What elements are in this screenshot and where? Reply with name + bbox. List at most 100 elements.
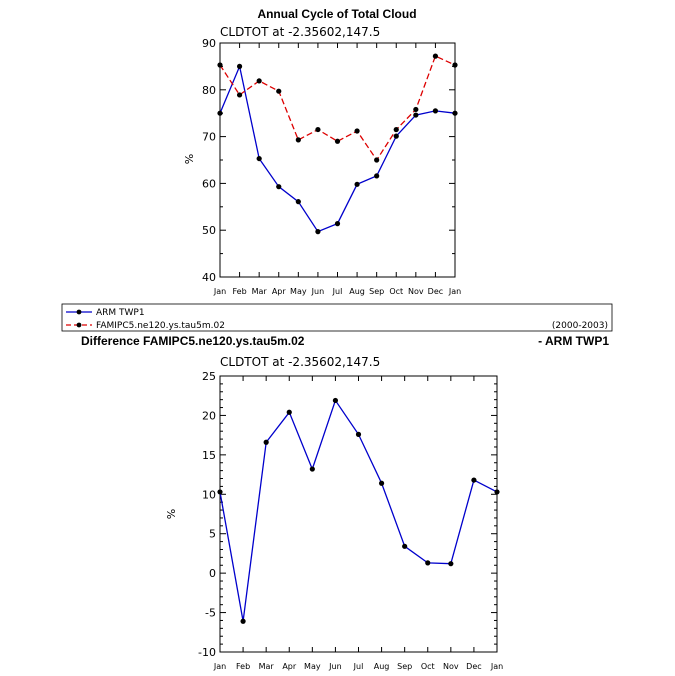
top-chart-series-0-point — [295, 199, 301, 205]
top-chart-series-0-point — [432, 108, 439, 114]
top-chart-xtick-label: Sep — [369, 287, 384, 296]
top-chart-series-1-point — [276, 88, 282, 94]
bottom-chart-xtick-label: Oct — [421, 662, 435, 671]
top-chart-series-0-point — [393, 133, 399, 139]
top-chart-title: Annual Cycle of Total Cloud — [257, 7, 416, 21]
bottom-chart-xtick-label: Jan — [490, 662, 503, 671]
bottom-chart-series-0-point — [402, 543, 408, 549]
top-chart-xtick-label: May — [290, 287, 307, 296]
bottom-chart-ytick-label: 20 — [202, 409, 216, 422]
legend-marker-famip — [76, 322, 82, 328]
top-chart-xtick-label: Mar — [252, 287, 268, 296]
legend-marker-arm — [76, 309, 82, 315]
bottom-chart-xtick-label: Jan — [213, 662, 226, 671]
bottom-chart-series-0-point — [217, 489, 223, 495]
top-chart-xtick-label: Apr — [272, 287, 287, 296]
bottom-chart-xtick-label: Feb — [236, 662, 250, 671]
bottom-chart-series — [217, 397, 500, 624]
legend-box — [61, 303, 613, 332]
bottom-chart-series-0-point — [494, 489, 500, 495]
top-chart-xtick-label: Jul — [332, 287, 343, 296]
bottom-chart-series-0-point — [378, 480, 385, 486]
bottom-chart-series-0-point — [355, 431, 362, 437]
top-chart-series-0-point — [315, 229, 321, 235]
top-chart-ylabel: % — [183, 154, 196, 164]
top-chart-series-0-point — [217, 110, 223, 116]
bottom-chart-axes: Jan Feb Mar Apr May Jun Jul Aug Sep Oct Nov Dec Jan -… — [198, 370, 503, 671]
top-chart-series-1-point — [315, 126, 321, 133]
top-chart-xtick-label: Oct — [389, 287, 403, 296]
top-chart-series-0-point — [256, 155, 262, 162]
legend-label-arm: ARM TWP1 — [96, 308, 145, 318]
bottom-chart-series-0-point — [240, 618, 246, 624]
top-chart-series-0-point — [236, 63, 243, 69]
top-chart-series-1-point — [432, 53, 439, 59]
bottom-chart-ytick-label: 15 — [202, 449, 216, 462]
top-chart-series-1-point — [217, 62, 223, 68]
bottom-chart-series-0-point — [286, 409, 292, 415]
bottom-chart-series-0-point — [448, 561, 454, 567]
bottom-chart-xtick-label: Dec — [466, 662, 481, 671]
top-chart-xtick-label: Jan — [213, 287, 226, 296]
bottom-chart-ytick-label: 10 — [202, 488, 216, 501]
top-chart-axes: Jan Feb Mar Apr May Jun Jul Aug Sep Oct Nov Dec Jan 4… — [202, 37, 461, 296]
bottom-chart-ytick-label: 0 — [209, 567, 216, 580]
top-chart-series-1-point — [354, 128, 360, 134]
bottom-chart-xtick-label: Apr — [282, 662, 297, 671]
top-chart-ytick-label: 80 — [202, 84, 216, 97]
bottom-chart-series-0-point — [309, 466, 315, 472]
top-chart-series-1-point — [413, 106, 419, 113]
top-chart-series-1-point — [334, 138, 341, 144]
bottom-chart-subtitle: CLDTOT at -2.35602,147.5 — [220, 355, 380, 369]
bottom-chart-title-right: - ARM TWP1 — [538, 334, 609, 348]
top-chart-series-line-0 — [219, 64, 456, 233]
top-chart-series-0-point — [413, 112, 419, 118]
top-chart-series-0-point — [374, 173, 380, 179]
bottom-chart-series-0-point — [471, 477, 477, 483]
bottom-chart-ytick-label: 5 — [209, 528, 216, 541]
top-chart-series — [217, 53, 458, 235]
top-chart-xtick-label: Jun — [311, 287, 325, 296]
top-chart-series-0-point — [276, 184, 282, 190]
bottom-chart-plot-frame — [219, 375, 498, 653]
bottom-chart-xtick-label: Nov — [443, 662, 459, 671]
legend-label-famip: FAMIPC5.ne120.ys.tau5m.02 — [96, 321, 225, 331]
top-chart-series-0-point — [354, 181, 360, 187]
top-chart-ytick-label: 60 — [202, 177, 216, 190]
bottom-chart-xtick-label: Aug — [374, 662, 390, 671]
top-chart-xtick-label: Aug — [349, 287, 365, 296]
bottom-chart-ylabel: % — [165, 509, 178, 519]
bottom-chart-ytick-label: 25 — [202, 370, 216, 383]
top-chart-xtick-label: Nov — [408, 287, 424, 296]
top-chart-xtick-label: Jan — [448, 287, 461, 296]
bottom-chart-series-0-point — [332, 397, 339, 404]
bottom-chart-xtick-label: Sep — [397, 662, 412, 671]
top-chart-ytick-label: 40 — [202, 271, 216, 284]
bottom-chart-xtick-label: Jun — [328, 662, 342, 671]
top-chart-series-line-1 — [219, 55, 456, 162]
bottom-chart-series-0-point — [425, 560, 431, 566]
bottom-chart-xtick-label: Jul — [353, 662, 364, 671]
top-chart-plot-frame — [219, 42, 456, 278]
top-chart-ytick-label: 50 — [202, 224, 216, 237]
bottom-chart-series-0-point — [263, 439, 269, 445]
top-chart-series-1-point — [236, 92, 243, 98]
bottom-chart-xtick-label: Mar — [259, 662, 275, 671]
top-chart-ytick-label: 70 — [202, 131, 216, 144]
top-chart-xtick-label: Dec — [428, 287, 443, 296]
bottom-chart-xtick-label: May — [304, 662, 321, 671]
top-chart-series-1-point — [374, 157, 380, 163]
top-chart-ytick-label: 90 — [202, 37, 216, 50]
bottom-chart-title: Difference FAMIPC5.ne120.ys.tau5m.02 — [81, 334, 305, 348]
bottom-chart-ytick-label: -10 — [198, 646, 216, 659]
top-chart-series-0-point — [334, 221, 341, 227]
top-chart-series-1-point — [256, 78, 262, 84]
top-chart-subtitle: CLDTOT at -2.35602,147.5 — [220, 25, 380, 39]
legend-period: (2000-2003) — [552, 321, 608, 331]
top-chart-xtick-label: Feb — [232, 287, 246, 296]
bottom-chart-ytick-label: -5 — [205, 607, 216, 620]
top-chart-series-0-point — [452, 110, 458, 116]
top-chart-series-1-point — [295, 137, 301, 143]
top-chart-series-1-point — [393, 126, 399, 133]
